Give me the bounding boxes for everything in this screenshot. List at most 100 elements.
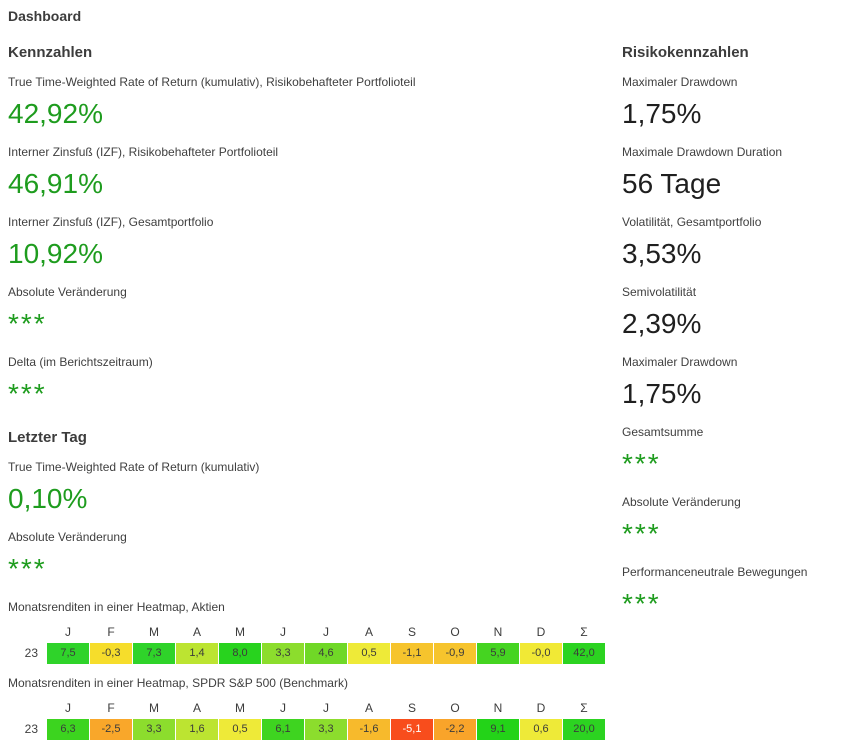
metric-delta-berichtszeitraum: Delta (im Berichtszeitraum) ***: [8, 355, 614, 410]
column-kennzahlen: Kennzahlen True Time-Weighted Rate of Re…: [8, 25, 614, 740]
metric-label: Absolute Veränderung: [8, 285, 127, 299]
metric-label: Maximaler Drawdown: [622, 75, 738, 89]
metric-label: Maximale Drawdown Duration: [622, 145, 783, 159]
heatmap-row-23: 23 6,3 -2,5 3,3 1,6 0,5 6,1 3,3 -1,6 -5,…: [8, 719, 614, 740]
metric-max-drawdown-2: Maximaler Drawdown 1,75%: [622, 355, 860, 410]
heatmap-row-label: 23: [24, 722, 38, 736]
heatmap-cell: 3,3: [133, 719, 175, 740]
metric-semivolatilitaet: Semivolatilität 2,39%: [622, 285, 860, 340]
metric-absolute-veraenderung-risiko: Absolute Veränderung ***: [622, 495, 860, 550]
heatmap-cell: -5,1: [391, 719, 433, 740]
month-header: M: [149, 625, 159, 639]
heatmap-benchmark: J F M A M J J A S O N D Σ 23 6,3 -2,5 3,…: [8, 700, 614, 740]
metric-value: 56 Tage: [622, 168, 722, 199]
metric-ttwror-letzter-tag: True Time-Weighted Rate of Return (kumul…: [8, 460, 614, 515]
heatmap-cell: 7,3: [133, 643, 175, 664]
metric-label: True Time-Weighted Rate of Return (kumul…: [8, 75, 416, 89]
metric-value: 46,91%: [8, 168, 103, 199]
metric-label: Gesamtsumme: [622, 425, 704, 439]
section-heading-kennzahlen: Kennzahlen: [8, 44, 93, 61]
heatmap-header-row: J F M A M J J A S O N D Σ: [8, 624, 614, 640]
metric-label: Interner Zinsfuß (IZF), Gesamtportfolio: [8, 215, 214, 229]
heatmap-title-benchmark: Monatsrenditen in einer Heatmap, SPDR S&…: [8, 676, 348, 690]
month-header: O: [450, 625, 460, 639]
heatmap-cell: -2,2: [434, 719, 476, 740]
column-risikokennzahlen: Risikokennzahlen Maximaler Drawdown 1,75…: [622, 25, 860, 635]
month-header: S: [407, 625, 416, 639]
metric-value: 10,92%: [8, 238, 103, 269]
heatmap-title-aktien: Monatsrenditen in einer Heatmap, Aktien: [8, 600, 225, 614]
heatmap-cell: 5,9: [477, 643, 519, 664]
month-header: D: [536, 701, 546, 715]
month-header: J: [280, 625, 286, 639]
heatmap-cell: 9,1: [477, 719, 519, 740]
metric-value: 2,39%: [622, 308, 702, 339]
metric-label: True Time-Weighted Rate of Return (kumul…: [8, 460, 260, 474]
month-header: A: [192, 701, 201, 715]
heatmap-row-23: 23 7,5 -0,3 7,3 1,4 8,0 3,3 4,6 0,5 -1,1…: [8, 643, 614, 664]
metric-label: Delta (im Berichtszeitraum): [8, 355, 153, 369]
metric-label: Semivolatilität: [622, 285, 697, 299]
month-header: D: [536, 625, 546, 639]
page-title: Dashboard: [8, 8, 82, 24]
sum-header: Σ: [580, 701, 588, 715]
metric-ttwror-risiko: True Time-Weighted Rate of Return (kumul…: [8, 75, 614, 130]
month-header: M: [149, 701, 159, 715]
month-header: J: [323, 701, 329, 715]
heatmap-corner: [8, 700, 38, 716]
metric-value-hidden: ***: [622, 448, 661, 479]
metric-absolute-veraenderung: Absolute Veränderung ***: [8, 285, 614, 340]
metric-max-drawdown: Maximaler Drawdown 1,75%: [622, 75, 860, 130]
heatmap-aktien: J F M A M J J A S O N D Σ 23 7,5 -0,3 7,…: [8, 624, 614, 664]
month-header: J: [280, 701, 286, 715]
heatmap-cell: -2,5: [90, 719, 132, 740]
heatmap-corner: [8, 624, 38, 640]
heatmap-cell: -0,0: [520, 643, 562, 664]
metric-label: Volatilität, Gesamtportfolio: [622, 215, 762, 229]
dashboard-columns: Kennzahlen True Time-Weighted Rate of Re…: [8, 25, 860, 740]
heatmap-sum-cell: 42,0: [563, 643, 605, 664]
metric-label: Absolute Veränderung: [622, 495, 741, 509]
section-heading-letzter-tag: Letzter Tag: [8, 429, 87, 446]
metric-value-hidden: ***: [622, 518, 661, 549]
metric-volatilitaet: Volatilität, Gesamtportfolio 3,53%: [622, 215, 860, 270]
metric-label: Absolute Veränderung: [8, 530, 127, 544]
metric-izf-risiko: Interner Zinsfuß (IZF), Risikobehafteter…: [8, 145, 614, 200]
heatmap-cell: 0,5: [219, 719, 261, 740]
metric-max-drawdown-duration: Maximale Drawdown Duration 56 Tage: [622, 145, 860, 200]
metric-label: Maximaler Drawdown: [622, 355, 738, 369]
heatmap-cell: 6,3: [47, 719, 89, 740]
metric-value: 1,75%: [622, 378, 702, 409]
month-header: A: [192, 625, 201, 639]
metric-label: Interner Zinsfuß (IZF), Risikobehafteter…: [8, 145, 279, 159]
heatmap-sum-cell: 20,0: [563, 719, 605, 740]
metric-value-hidden: ***: [8, 553, 47, 584]
month-header: N: [493, 625, 503, 639]
metric-value: 0,10%: [8, 483, 88, 514]
heatmap-row-label: 23: [24, 646, 38, 660]
metric-gesamtsumme: Gesamtsumme ***: [622, 425, 860, 480]
metric-label: Performanceneutrale Bewegungen: [622, 565, 808, 579]
heatmap-cell: 4,6: [305, 643, 347, 664]
heatmap-cell: -1,1: [391, 643, 433, 664]
section-heading-risikokennzahlen: Risikokennzahlen: [622, 44, 749, 61]
metric-value-hidden: ***: [8, 308, 47, 339]
metric-value: 1,75%: [622, 98, 702, 129]
month-header: J: [65, 701, 71, 715]
heatmap-cell: 7,5: [47, 643, 89, 664]
month-header: A: [364, 701, 373, 715]
heatmap-cell: 1,4: [176, 643, 218, 664]
metric-value-hidden: ***: [622, 588, 661, 619]
month-header: O: [450, 701, 460, 715]
metric-absolute-veraenderung-letzter-tag: Absolute Veränderung ***: [8, 530, 614, 585]
month-header: F: [107, 701, 115, 715]
heatmap-cell: -0,9: [434, 643, 476, 664]
heatmap-cell: -1,6: [348, 719, 390, 740]
heatmap-cell: 3,3: [262, 643, 304, 664]
metric-value: 42,92%: [8, 98, 103, 129]
metric-performanceneutrale-bewegungen: Performanceneutrale Bewegungen ***: [622, 565, 860, 620]
sum-header: Σ: [580, 625, 588, 639]
month-header: M: [235, 701, 245, 715]
month-header: J: [65, 625, 71, 639]
metric-value: 3,53%: [622, 238, 702, 269]
